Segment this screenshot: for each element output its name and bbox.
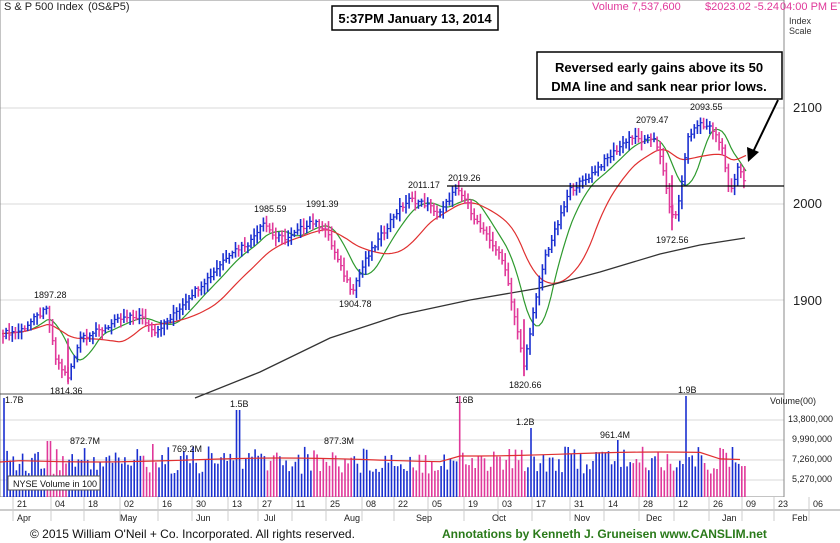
x-axis: 21 04 18 02 16 30 13 27 11 25 08 22 05 19 03 17 31 14 28 12… xyxy=(0,497,840,523)
x-day-label: 22 xyxy=(398,499,408,509)
x-day-label: 19 xyxy=(468,499,478,509)
timestamp-box xyxy=(331,5,499,31)
x-day-label: 05 xyxy=(432,499,442,509)
annotation-line-1: Reversed early gains above its 50 xyxy=(555,60,763,75)
annotation-box xyxy=(536,51,783,100)
x-day-label: 04 xyxy=(55,499,65,509)
x-month-label: Jan xyxy=(722,513,737,523)
x-month-label: Aug xyxy=(344,513,360,523)
x-month-label: Jun xyxy=(196,513,211,523)
volume-axis-9990000: 9,990,000 xyxy=(792,434,832,444)
volume-label-872.7M: 872.7M xyxy=(70,436,100,446)
volume-bars xyxy=(0,396,746,497)
price-label-1897: 1897.28 xyxy=(34,290,67,300)
price-label-1820: 1820.66 xyxy=(509,380,542,390)
y-label-2100: 2100 xyxy=(793,100,822,115)
x-month-label: Jul xyxy=(264,513,276,523)
x-day-label: 21 xyxy=(17,499,27,509)
volume-axis-13800000: 13,800,000 xyxy=(788,414,833,424)
x-day-label: 09 xyxy=(746,499,756,509)
x-month-label: Nov xyxy=(574,513,591,523)
timestamp-text: 5:37PM January 13, 2014 xyxy=(338,11,492,26)
volume-label-1.5B: 1.5B xyxy=(230,399,249,409)
volume-axis-7260000: 7,260,000 xyxy=(792,454,832,464)
volume-label-1.9B: 1.9B xyxy=(678,385,697,395)
x-day-label: 23 xyxy=(778,499,788,509)
y-label-1900: 1900 xyxy=(793,293,822,308)
x-day-label: 02 xyxy=(124,499,134,509)
x-day-label: 25 xyxy=(330,499,340,509)
ma-50-day-line xyxy=(1,128,747,361)
volume-axis-5270000: 5,270,000 xyxy=(792,474,832,484)
price-label-2079: 2079.47 xyxy=(636,115,669,125)
x-day-label: 27 xyxy=(262,499,272,509)
x-day-label: 06 xyxy=(813,499,823,509)
price-label-1991: 1991.39 xyxy=(306,199,339,209)
x-day-label: 12 xyxy=(678,499,688,509)
x-month-label: May xyxy=(120,513,138,523)
price-label-2019: 2019.26 xyxy=(448,173,481,183)
annotation-arrow-shaft xyxy=(752,99,779,153)
annotation-arrow-head xyxy=(747,147,759,162)
index-name: S & P 500 Index xyxy=(4,1,84,13)
volume-legend-label: NYSE Volume in 100 xyxy=(13,479,97,489)
x-day-label: 13 xyxy=(232,499,242,509)
volume-label-877.3M: 877.3M xyxy=(324,436,354,446)
volume-label-1.2B: 1.2B xyxy=(516,417,535,427)
annotation-line-2: DMA line and sank near prior lows. xyxy=(551,79,767,94)
x-day-label: 17 xyxy=(536,499,546,509)
x-day-label: 16 xyxy=(162,499,172,509)
index-scale-label-2: Scale xyxy=(789,26,812,36)
x-month-label: Feb xyxy=(792,513,808,523)
x-day-label: 26 xyxy=(713,499,723,509)
volume-label-1.7B: 1.7B xyxy=(5,395,24,405)
x-month-label: Sep xyxy=(416,513,432,523)
volume-axis-title: Volume(00) xyxy=(770,396,816,406)
x-day-label: 18 xyxy=(88,499,98,509)
x-day-label: 31 xyxy=(574,499,584,509)
time-readout: 04:00 PM ET xyxy=(780,1,840,13)
price-label-1814: 1814.36 xyxy=(50,386,83,396)
x-day-label: 11 xyxy=(296,499,305,509)
footer-annotations: Annotations by Kenneth J. Gruneisen www.… xyxy=(442,527,767,541)
x-day-label: 30 xyxy=(196,499,206,509)
volume-label-1.6B: 1.6B xyxy=(455,395,474,405)
ma-red-line xyxy=(1,148,747,343)
volume-label-961.4M: 961.4M xyxy=(600,430,630,440)
price-readout: $2023.02 -5.24 xyxy=(705,1,779,13)
y-label-2000: 2000 xyxy=(793,196,822,211)
price-bars xyxy=(2,117,747,385)
volume-readout: Volume 7,537,600 xyxy=(592,1,681,13)
ma-200-day-line xyxy=(194,237,746,399)
volume-label-769.2M: 769.2M xyxy=(172,444,202,454)
x-day-label: 28 xyxy=(643,499,653,509)
moving-averages xyxy=(1,128,747,399)
x-month-label: Dec xyxy=(646,513,663,523)
index-symbol: (0S&P5) xyxy=(88,1,130,13)
index-scale-label: Index xyxy=(789,16,812,26)
x-day-label: 03 xyxy=(502,499,512,509)
price-label-2011: 2011.17 xyxy=(408,180,440,190)
x-day-label: 08 xyxy=(366,499,376,509)
price-label-1904: 1904.78 xyxy=(339,299,372,309)
price-label-1985: 1985.59 xyxy=(254,204,287,214)
x-month-label: Oct xyxy=(492,513,507,523)
volume-average-line xyxy=(0,451,741,463)
volume-legend-box xyxy=(7,475,101,491)
x-month-label: Apr xyxy=(17,513,31,523)
footer-copyright: © 2015 William O'Neil + Co. Incorporated… xyxy=(30,527,355,541)
price-label-1972: 1972.56 xyxy=(656,235,689,245)
price-label-2093: 2093.55 xyxy=(690,102,723,112)
x-day-label: 14 xyxy=(608,499,618,509)
